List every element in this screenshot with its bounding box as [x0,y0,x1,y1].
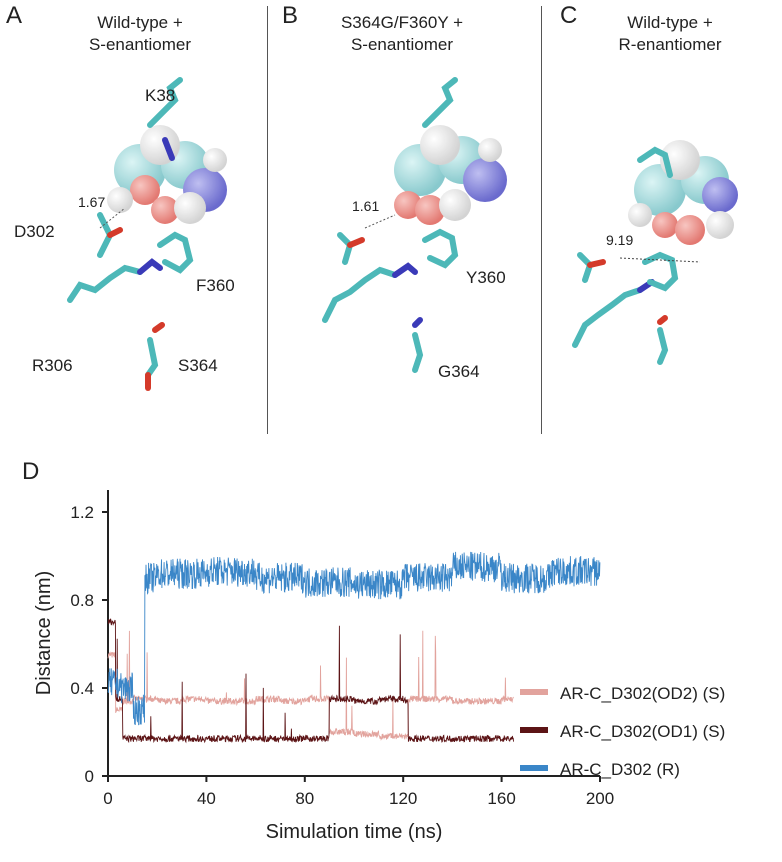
series-od1-line [107,618,514,744]
panel-letter-a: A [6,2,23,29]
distance-label-b: 1.61 [352,198,380,214]
panel-a-title-line2: S-enantiomer [88,35,192,54]
divider-bc [541,6,542,434]
y-tick-label: 1.2 [70,503,94,522]
panel-b-title-line1: S364G/F360Y + [340,13,464,32]
x-tick-label: 200 [586,789,614,808]
x-tick-label: 80 [295,789,314,808]
panel-letter-b: B [282,2,299,29]
y-tick-label: 0.4 [70,679,94,698]
panel-a-title: Wild-type + S-enantiomer [50,12,230,56]
panel-a-title-line1: Wild-type + [97,13,183,32]
residue-label-k38: K38 [145,86,176,105]
residue-label-s364: S364 [178,356,218,375]
residue-label-g364: G364 [438,362,480,381]
legend-label-0: AR-C_D302(OD2) (S) [560,684,725,703]
residue-label-f360: F360 [196,276,235,295]
panel-letter-d: D [22,458,40,485]
distance-chart: 0 40 80 120 160 200 0 0.4 0.8 1.2 Simulation time … [33,490,725,843]
residue-label-r306: R306 [32,356,73,375]
molecular-structures [67,77,738,391]
chart-series [107,551,601,744]
divider-ab [267,6,268,434]
panel-a-sticks [67,77,194,391]
x-tick-label: 0 [103,789,112,808]
x-tick-label: 160 [487,789,515,808]
series-od2-line [107,630,514,741]
y-axis-label: Distance (nm) [33,571,55,695]
x-tick-label: 120 [389,789,417,808]
panel-b-title-line2: S-enantiomer [350,35,454,54]
legend-label-1: AR-C_D302(OD1) (S) [560,722,725,741]
panel-letter-c: C [560,2,578,29]
chart-axes: 0 40 80 120 160 200 0 0.4 0.8 1.2 Simulation time … [33,490,614,843]
panel-c-title-line2: R-enantiomer [618,35,722,54]
panel-c-ligand [628,140,738,245]
chart-legend: AR-C_D302(OD2) (S) AR-C_D302(OD1) (S) AR-C… [520,684,725,779]
panel-c-distance-line [619,257,701,263]
series-r-line [107,551,601,726]
residue-label-d302: D302 [14,222,55,241]
legend-label-2: AR-C_D302 (R) [560,760,680,779]
x-tick-label: 40 [197,789,216,808]
residue-label-y360: Y360 [466,268,506,287]
panel-a-hbond [99,207,126,229]
panel-b-title: S364G/F360Y + S-enantiomer [292,12,512,56]
distance-label-a: 1.67 [78,194,106,210]
y-tick-label: 0 [85,767,94,786]
panel-c-title-line1: Wild-type + [627,13,713,32]
panel-c-title: Wild-type + R-enantiomer [580,12,760,56]
panel-a-ligand [107,125,227,224]
y-tick-label: 0.8 [70,591,94,610]
panel-b-sticks [322,77,459,373]
panel-c-sticks [572,146,679,365]
distance-label-c: 9.19 [606,232,634,248]
x-axis-label: Simulation time (ns) [266,821,443,843]
panel-b-hbond [364,214,396,229]
panel-b-ligand [394,125,507,225]
